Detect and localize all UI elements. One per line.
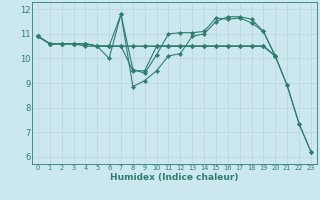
X-axis label: Humidex (Indice chaleur): Humidex (Indice chaleur): [110, 173, 239, 182]
